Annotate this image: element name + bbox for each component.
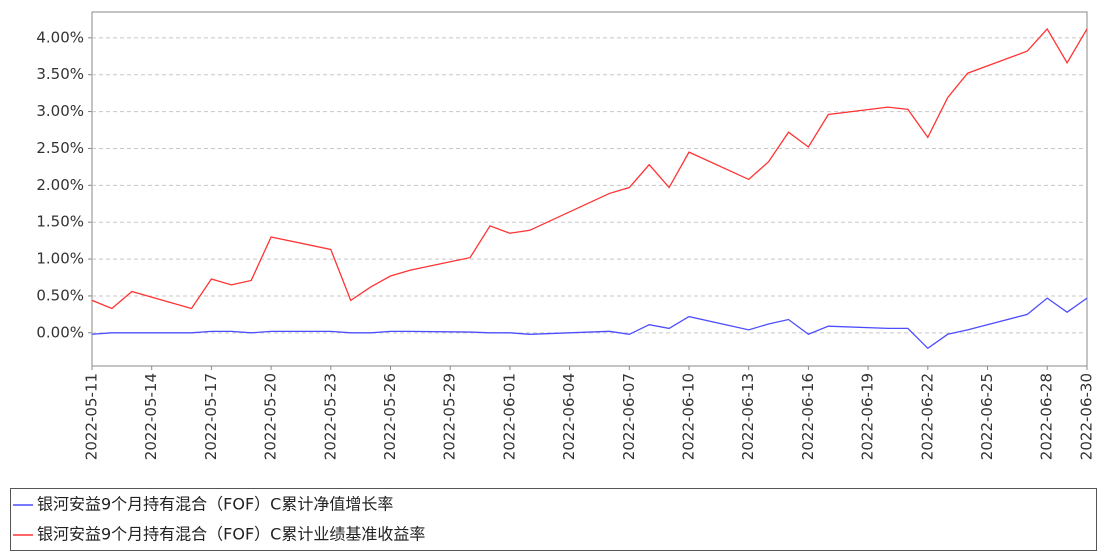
- x-tick-label: 2022-05-11: [83, 373, 101, 460]
- x-tick-label: 2022-06-28: [1038, 373, 1056, 460]
- y-tick-label: 0.00%: [36, 323, 84, 341]
- x-tick-label: 2022-05-14: [142, 373, 160, 460]
- plot-area: [91, 11, 1088, 367]
- x-tick-label: 2022-05-23: [321, 373, 339, 460]
- y-tick-label: 3.00%: [36, 102, 84, 120]
- x-tick-label: 2022-06-16: [799, 373, 817, 460]
- y-tick-label: 2.00%: [36, 176, 84, 194]
- x-tick-label: 2022-05-20: [262, 373, 280, 460]
- legend-label: 银河安益9个月持有混合（FOF）C累计净值增长率: [37, 495, 393, 514]
- y-tick-label: 4.00%: [36, 28, 84, 46]
- y-tick-label: 1.00%: [36, 250, 84, 268]
- x-tick-label: 2022-05-26: [381, 373, 399, 460]
- x-tick-label: 2022-06-22: [918, 373, 936, 460]
- x-tick-label: 2022-05-17: [202, 373, 220, 460]
- x-tick-label: 2022-05-29: [441, 373, 459, 460]
- x-tick-label: 2022-06-01: [500, 373, 518, 460]
- legend-box: [10, 488, 1097, 551]
- y-tick-label: 1.50%: [36, 213, 84, 231]
- x-tick-label: 2022-06-04: [560, 373, 578, 460]
- y-tick-label: 2.50%: [36, 139, 84, 157]
- y-tick-label: 3.50%: [36, 65, 84, 83]
- x-tick-label: 2022-06-13: [739, 373, 757, 460]
- x-tick-label: 2022-06-25: [978, 373, 996, 460]
- x-tick-label: 2022-06-07: [620, 373, 638, 460]
- series-line: [91, 297, 1088, 350]
- legend-item: 银河安益9个月持有混合（FOF）C累计业绩基准收益率: [13, 525, 425, 544]
- x-tick-label: 2022-06-10: [680, 373, 698, 460]
- x-tick-label: 2022-06-30: [1078, 373, 1096, 460]
- legend-label: 银河安益9个月持有混合（FOF）C累计业绩基准收益率: [37, 525, 425, 544]
- x-tick-label: 2022-06-19: [859, 373, 877, 460]
- y-tick-label: 0.50%: [36, 286, 84, 304]
- series-line: [91, 27, 1088, 310]
- legend-item: 银河安益9个月持有混合（FOF）C累计净值增长率: [13, 495, 393, 514]
